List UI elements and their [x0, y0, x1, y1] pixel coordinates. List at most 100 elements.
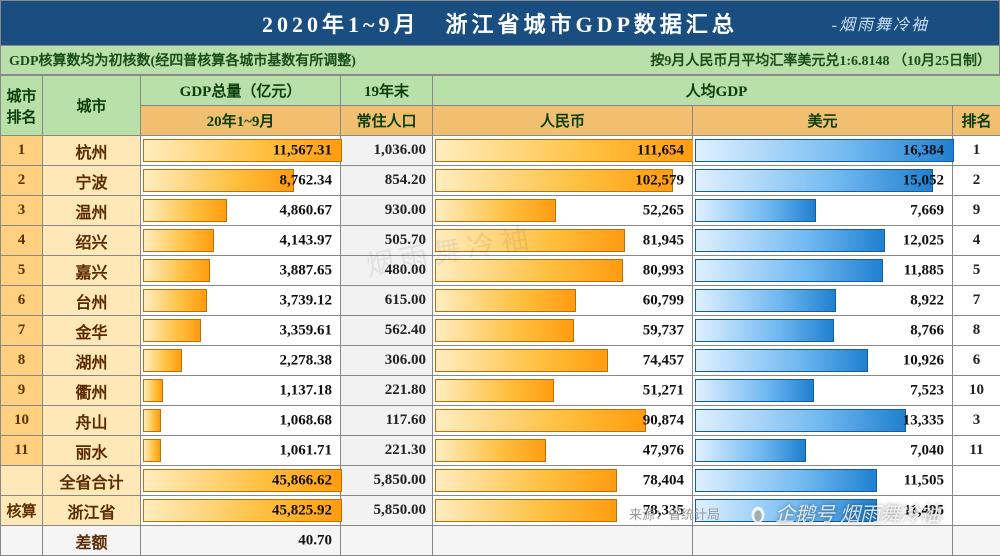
page-title: 2020年1~9月 浙江省城市GDP数据汇总 [262, 12, 738, 37]
bar-value: 78,404 [643, 472, 684, 489]
cell-rank2: 11 [953, 436, 1000, 466]
bar-value: 7,669 [910, 202, 944, 219]
bar-cell: 3,887.65 [141, 256, 341, 286]
bar-value: 59,737 [643, 322, 684, 339]
cell-city: 杭州 [43, 136, 141, 166]
cell-rank: 9 [1, 376, 43, 406]
table-row: 11丽水1,061.71221.3047,9767,04011 [1, 436, 1000, 466]
bar-value: 4,143.97 [280, 232, 333, 249]
bar-cell: 4,860.67 [141, 196, 341, 226]
source-label: 来源：省统计局 [629, 504, 720, 523]
bar-value: 16,384 [903, 142, 944, 159]
bar-cell: 78,404 [433, 466, 693, 496]
cell-rank2: 6 [953, 346, 1000, 376]
th-gdp-sub: 20年1~9月 [141, 106, 341, 136]
bar-value: 45,825.92 [272, 502, 332, 519]
table-row: 4绍兴4,143.97505.7081,94512,0254 [1, 226, 1000, 256]
bar-value: 111,654 [637, 142, 684, 159]
cell-city: 温州 [43, 196, 141, 226]
bar-cell: 51,271 [433, 376, 693, 406]
bar-value: 8,766 [910, 322, 944, 339]
cell-city: 台州 [43, 286, 141, 316]
cell-rank2: 4 [953, 226, 1000, 256]
cell-rank: 1 [1, 136, 43, 166]
bar-cell: 1,137.18 [141, 376, 341, 406]
cell-pop: 117.60 [341, 406, 433, 436]
bar-cell: 81,945 [433, 226, 693, 256]
th-city: 城市 [43, 76, 141, 136]
th-rmb: 人民币 [433, 106, 693, 136]
cell-city: 舟山 [43, 406, 141, 436]
cell-rank2: 5 [953, 256, 1000, 286]
cell-rank2: 2 [953, 166, 1000, 196]
bar-cell: 13,335 [693, 406, 953, 436]
cell-rank2: 3 [953, 406, 1000, 436]
cell-rank: 4 [1, 226, 43, 256]
bar-cell: 7,523 [693, 376, 953, 406]
bar-cell: 11,885 [693, 256, 953, 286]
cell-rank [1, 466, 43, 496]
bar-cell: 52,265 [433, 196, 693, 226]
cell-pop: 505.70 [341, 226, 433, 256]
cell-rank [1, 526, 43, 556]
th-pop-group: 19年末 [341, 76, 433, 106]
bar-cell: 1,068.68 [141, 406, 341, 436]
bar-cell: 7,669 [693, 196, 953, 226]
cell-pop: 480.00 [341, 256, 433, 286]
bar-cell: 111,654 [433, 136, 693, 166]
diff-row: 差额40.70 [1, 526, 1000, 556]
th-gdp-group: GDP总量（亿元） [141, 76, 341, 106]
bar-cell: 10,926 [693, 346, 953, 376]
author-label: -烟雨舞冷袖 [832, 11, 929, 35]
bar-value: 13,335 [903, 412, 944, 429]
bar-cell: 2,278.38 [141, 346, 341, 376]
cell-rank: 核算 [1, 496, 43, 526]
table-row: 1杭州11,567.311,036.00111,65416,3841 [1, 136, 1000, 166]
th-pop-sub: 常住人口 [341, 106, 433, 136]
table-row: 9衢州1,137.18221.8051,2717,52310 [1, 376, 1000, 406]
bar-cell: 11,505 [693, 466, 953, 496]
cell-pop: 221.30 [341, 436, 433, 466]
bar-cell: 3,359.61 [141, 316, 341, 346]
total-row: 全省合计45,866.625,850.0078,40411,505 [1, 466, 1000, 496]
table-body: 1杭州11,567.311,036.00111,65416,38412宁波8,7… [1, 136, 1000, 556]
bar-value: 60,799 [643, 292, 684, 309]
cell-rank: 10 [1, 406, 43, 436]
bar-cell: 4,143.97 [141, 226, 341, 256]
cell-rank: 11 [1, 436, 43, 466]
cell-pop: 930.00 [341, 196, 433, 226]
cell-rank2 [953, 466, 1000, 496]
cell-rank2: 10 [953, 376, 1000, 406]
cell-pop: 615.00 [341, 286, 433, 316]
cell-rank2 [953, 496, 1000, 526]
bar-value: 3,887.65 [280, 262, 333, 279]
cell-city: 湖州 [43, 346, 141, 376]
bar-value: 52,265 [643, 202, 684, 219]
bar-value: 74,457 [643, 352, 684, 369]
bar-cell: 74,457 [433, 346, 693, 376]
cell-pop: 562.40 [341, 316, 433, 346]
bar-value: 11,567.31 [273, 142, 332, 159]
bar-cell: 45,825.92 [141, 496, 341, 526]
bar-cell: 59,737 [433, 316, 693, 346]
note-left: GDP核算数均为初核数(经四普核算各城市基数有所调整) [1, 46, 642, 74]
cell-city: 嘉兴 [43, 256, 141, 286]
gdp-table: 城市排名 城市 GDP总量（亿元） 19年末 人均GDP 20年1~9月 常住人… [0, 75, 1000, 556]
cell-pop: 306.00 [341, 346, 433, 376]
cell-city: 全省合计 [43, 466, 141, 496]
bar-cell: 16,384 [693, 136, 953, 166]
bar-cell: 3,739.12 [141, 286, 341, 316]
bar-cell: 45,866.62 [141, 466, 341, 496]
table-row: 3温州4,860.67930.0052,2657,6699 [1, 196, 1000, 226]
cell-city: 衢州 [43, 376, 141, 406]
cell-city: 宁波 [43, 166, 141, 196]
cell-pop: 1,036.00 [341, 136, 433, 166]
bar-value: 1,137.18 [280, 382, 333, 399]
cell-rank2: 7 [953, 286, 1000, 316]
bar-value: 7,040 [910, 442, 944, 459]
bar-value: 51,271 [643, 382, 684, 399]
cell-city: 绍兴 [43, 226, 141, 256]
table-row: 7金华3,359.61562.4059,7378,7668 [1, 316, 1000, 346]
bar-value: 7,523 [910, 382, 944, 399]
bar-cell: 8,922 [693, 286, 953, 316]
